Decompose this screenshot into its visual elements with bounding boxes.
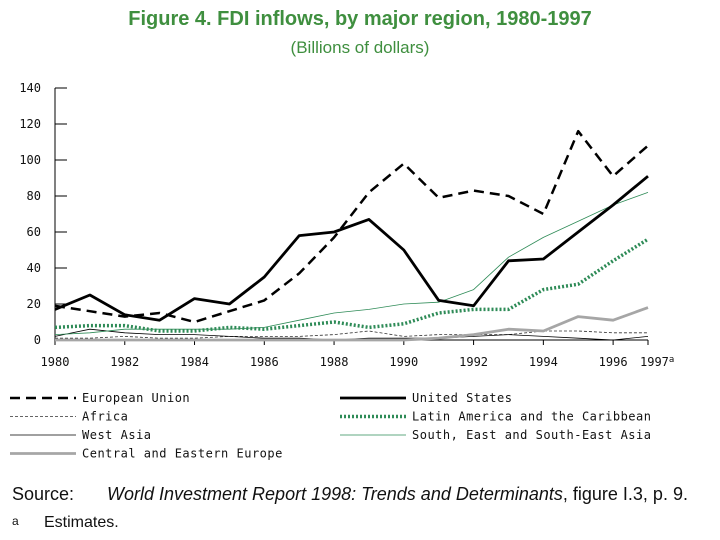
series-layer	[54, 129, 649, 342]
source-title: World Investment Report 1998: Trends and…	[107, 484, 563, 504]
footnote-text: Estimates.	[44, 514, 119, 531]
x-tick-label: 1994	[529, 355, 558, 369]
legend-label: Latin America and the Caribbean	[412, 410, 651, 424]
x-tick-label: 1980	[41, 355, 70, 369]
legend-label: West Asia	[82, 428, 152, 442]
chart-subtitle: (Billions of dollars)	[290, 38, 430, 57]
x-tick-label: 1986	[250, 355, 279, 369]
line-chart: 0 20 40 60 80 100 120 140 1980 1982 1984 1986 1988 19…	[10, 81, 674, 461]
legend-label: Central and Eastern Europe	[82, 447, 283, 461]
legend-label: South, East and South-East Asia	[412, 428, 651, 442]
x-tick-label: 1988	[320, 355, 349, 369]
x-tick-label: 1992	[459, 355, 488, 369]
x-tick-label: 1984	[180, 355, 209, 369]
axes: 0 20 40 60 80 100 120 140 1980 1982 1984 1986 1988 19…	[19, 81, 674, 369]
source-label: Source:	[12, 484, 75, 504]
y-tick-label: 140	[19, 81, 41, 95]
y-tick-label: 40	[27, 261, 41, 275]
chart-title: Figure 4. FDI inflows, by major region, …	[128, 8, 592, 30]
x-tick-label: 1997a	[640, 355, 674, 369]
series-line-latin-america-and-the-caribbean	[54, 237, 649, 333]
series-line-central-and-eastern-europe	[55, 306, 649, 342]
y-tick-label: 80	[27, 189, 41, 203]
series-line-european-union	[54, 129, 649, 324]
x-tick-label: 1990	[389, 355, 418, 369]
legend-label: United States	[412, 391, 512, 405]
y-tick-label: 20	[27, 297, 41, 311]
y-tick-label: 60	[27, 225, 41, 239]
y-tick-label: 100	[19, 153, 41, 167]
legend-label: Africa	[82, 410, 128, 424]
legend-label: European Union	[82, 391, 190, 405]
legend: European Union United States Africa Latin A…	[10, 391, 651, 461]
y-tick-label: 0	[34, 333, 41, 347]
footnote-mark: a	[12, 514, 19, 528]
source-note: Source: World Investment Report 1998: Tre…	[12, 484, 688, 505]
series-line-united-states	[54, 175, 649, 322]
series-line-south-east-and-south-east-asia	[54, 192, 649, 335]
y-tick-label: 120	[19, 117, 41, 131]
x-tick-label: 1996	[599, 355, 628, 369]
footnote: a Estimates.	[12, 514, 119, 532]
x-tick-label: 1982	[110, 355, 139, 369]
series-line-africa	[55, 330, 648, 339]
source-reference: , figure I.3, p. 9.	[562, 484, 688, 504]
